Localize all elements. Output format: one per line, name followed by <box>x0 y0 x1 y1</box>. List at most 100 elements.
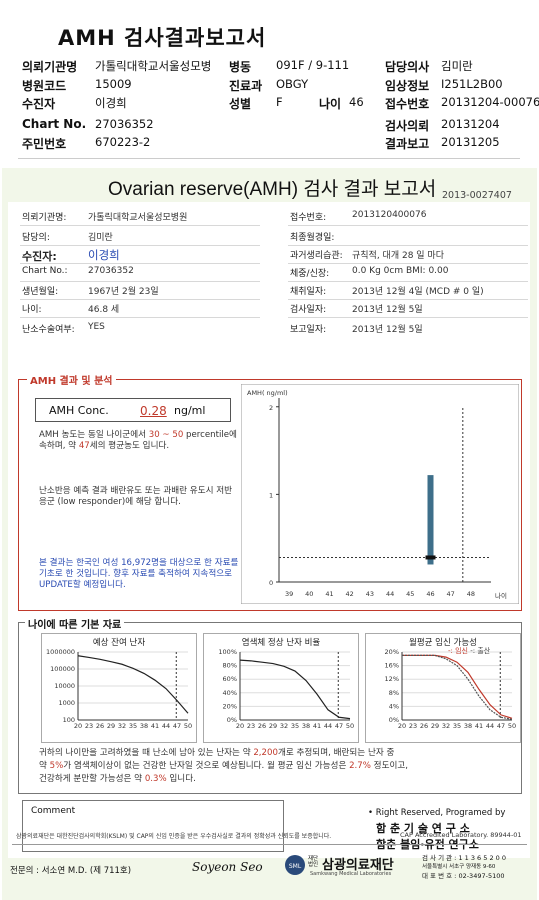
mc2-xtick-8: 44 <box>324 722 332 730</box>
info-label-left-4: 생년월일: <box>22 287 59 297</box>
header-v1-1: 15009 <box>95 77 132 91</box>
header-v2b-2: 46 <box>349 95 364 109</box>
mc3-xtick-1: 23 <box>409 722 417 730</box>
mc2-ytick-0: 100% <box>218 648 237 656</box>
footnote: 삼광의료재단은 대한진단검사의학회(KSLM) 및 CAP의 신임 인증을 받은… <box>16 833 332 840</box>
foundation-sub: 재단법인 <box>308 856 319 868</box>
mc1-xtick-4: 32 <box>118 722 126 730</box>
amh-xtick-label-0: 39 <box>285 590 293 598</box>
foundation-en: Samkwang Medical Laboratories <box>310 871 392 877</box>
mc3-ytick-2: 12% <box>385 675 399 683</box>
header-v3-2: 20131204-00076 <box>441 95 539 109</box>
mc3-series-1 <box>402 654 513 720</box>
header-v3-0: 김미란 <box>441 59 473 73</box>
header-v3-3: 20131204 <box>441 117 500 131</box>
mc3-xtick-9: 47 <box>497 722 505 730</box>
mc3-xtick-4: 32 <box>442 722 450 730</box>
amh-result-section: AMH 결과 및 분석 AMH Conc. 0.28 ng/ml AMH 농도는… <box>18 372 522 611</box>
comment-box: Comment <box>22 800 284 852</box>
mc2-xtick-5: 35 <box>291 722 299 730</box>
header-v2-2: F <box>276 95 283 109</box>
amh-patient-point <box>425 555 436 560</box>
mc3-ytick-3: 8% <box>389 689 399 697</box>
header-v1-4: 670223-2 <box>95 135 151 149</box>
amh-section-title: AMH 결과 및 분석 <box>27 372 116 387</box>
header-k1-3: Chart No. <box>22 117 87 131</box>
amh-xtick-label-7: 46 <box>426 590 434 598</box>
header-k2-0: 병동 <box>229 60 252 74</box>
foundation-name: 삼광의료재단 <box>322 858 394 873</box>
header-k2b-2: 나이 <box>319 97 342 111</box>
info-value-right-2: 규칙적, 대개 28 일 마다 <box>352 251 444 261</box>
info-value-left-1: 김미란 <box>88 233 113 243</box>
mc1-xtick-1: 23 <box>85 722 93 730</box>
mc3-ytick-5: 0% <box>389 716 399 724</box>
header-v1-0: 가톨릭대학교서울성모병 <box>95 59 212 73</box>
info-label-left-0: 의뢰기관명: <box>22 213 67 223</box>
info-value-right-3: 0.0 Kg 0cm BMI: 0.00 <box>352 266 449 276</box>
mc1-xtick-5: 35 <box>129 722 137 730</box>
normal-eggs-chart-box: 염색체 정상 난자 비율 100% 80% 60% 40% 20% 0% 20 23 26 29 3… <box>203 633 359 743</box>
header-k2-2: 성별 <box>229 97 252 111</box>
pregnancy-title: 월평균 임신 가능성 <box>409 638 477 648</box>
page-title: AMH 검사결과보고서 <box>58 26 267 50</box>
info-label-left-1: 담당의: <box>22 233 50 243</box>
mc3-xtick-8: 44 <box>486 722 494 730</box>
mc3-ytick-0: 20% <box>385 648 399 656</box>
amh-xtick-label-4: 43 <box>366 590 374 598</box>
amh-response-text: 난소반응 예측 결과 배란유도 또는 과배란 유도시 저반응군 (low res… <box>39 486 233 507</box>
mc1-ytick-3: 1000 <box>58 699 75 707</box>
mc1-series-0 <box>77 655 189 714</box>
specialist: 전문의 : 서소연 M.D. (제 711호) <box>10 866 132 876</box>
amh-conc-unit: ng/ml <box>174 404 206 417</box>
info-label-right-3: 체중/신장: <box>290 269 330 279</box>
info-value-left-4: 1967년 2월 23일 <box>88 287 159 297</box>
mc2-xtick-2: 26 <box>258 722 266 730</box>
info-value-left-2: 이경희 <box>88 248 120 262</box>
report-number: 2013-0027407 <box>442 190 512 201</box>
amh-percentile-text: AMH 농도는 동일 나이군에서 30 ~ 50 percentile에 속하며… <box>39 430 237 451</box>
mc1-ytick-2: 10000 <box>54 682 75 690</box>
info-value-right-6: 2013년 12월 5일 <box>352 325 423 335</box>
pregnancy-legend: -: 임신 -: 출산 <box>448 646 490 656</box>
mc2-series-0 <box>239 659 351 720</box>
mc3-ytick-1: 16% <box>385 662 399 670</box>
mc2-xtick-3: 29 <box>269 722 277 730</box>
header-v2-0: 091F / 9-111 <box>276 58 350 72</box>
header-k3-1: 임상정보 <box>385 79 430 93</box>
mc1-xtick-9: 47 <box>173 722 181 730</box>
mc2-xtick-1: 23 <box>247 722 255 730</box>
amh-conc-box: AMH Conc. 0.28 ng/ml <box>35 398 231 422</box>
info-value-right-0: 2013120400076 <box>352 210 427 220</box>
normal-eggs-title: 염색체 정상 난자 비율 <box>241 638 321 648</box>
pregnancy-chart-box: 월평균 임신 가능성 -: 임신 -: 출산 20% 16% 12% 8% 4% 0% 20… <box>365 633 521 743</box>
mc1-xtick-0: 20 <box>74 722 82 730</box>
mc1-ytick-0: 1000000 <box>46 648 75 656</box>
header-k3-2: 접수번호 <box>385 97 430 111</box>
mc2-xtick-9: 47 <box>335 722 343 730</box>
contact-info: 검 사 기 관 : 1 1 3 6 5 2 0 0 서울특별시 서초구 양재동 … <box>422 854 506 880</box>
header-k1-2: 수진자 <box>22 97 56 111</box>
mc1-xtick-8: 44 <box>162 722 170 730</box>
mc2-ytick-2: 60% <box>223 675 237 683</box>
mc2-ytick-4: 20% <box>223 702 237 710</box>
divider <box>18 158 520 159</box>
mc2-ytick-5: 0% <box>227 716 237 724</box>
amh-xtick-label-9: 48 <box>467 590 475 598</box>
header-v3-4: 20131205 <box>441 135 500 149</box>
amh-xtick-label-1: 40 <box>305 590 313 598</box>
info-label-right-1: 최종월경일: <box>290 233 335 243</box>
amh-xlabel: 나이 <box>495 591 507 600</box>
mc1-xtick-10: 50 <box>184 722 192 730</box>
mc2-xtick-0: 20 <box>236 722 244 730</box>
mc3-xtick-0: 20 <box>398 722 406 730</box>
header-v2-1: OBGY <box>276 77 309 91</box>
info-label-right-5: 검사일자: <box>290 305 327 315</box>
info-label-left-2: 수진자: <box>22 250 57 263</box>
mc2-xtick-7: 41 <box>313 722 321 730</box>
report-body: 의뢰기관명: 가톨릭대학교서울성모병원 담당의: 김미란 수진자: 이경희 Chart No… <box>8 202 530 858</box>
comment-label: Comment <box>31 806 76 816</box>
amh-xtick-label-6: 45 <box>406 590 414 598</box>
amh-chart-frame <box>241 384 519 604</box>
